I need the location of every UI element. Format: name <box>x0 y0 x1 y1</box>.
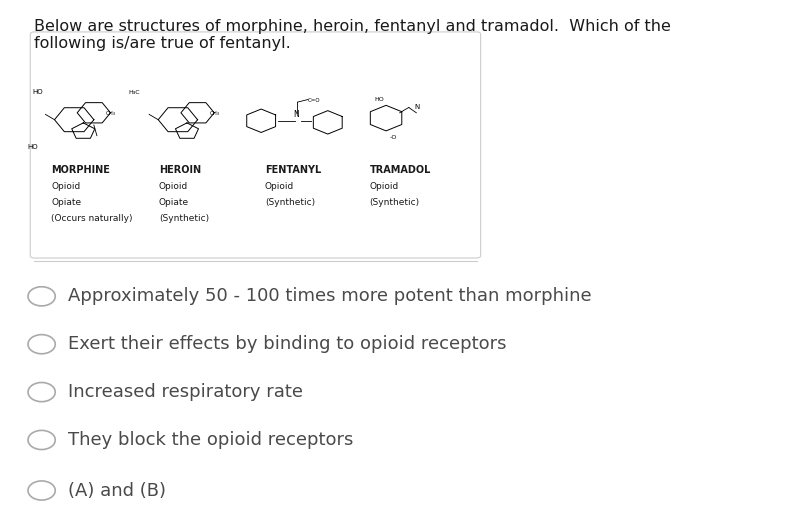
Text: FENTANYL: FENTANYL <box>265 165 321 175</box>
Text: Exert their effects by binding to opioid receptors: Exert their effects by binding to opioid… <box>68 335 506 353</box>
Text: following is/are true of fentanyl.: following is/are true of fentanyl. <box>34 36 291 51</box>
Text: (Synthetic): (Synthetic) <box>369 198 420 207</box>
Text: H₃C: H₃C <box>129 90 140 95</box>
Text: (A) and (B): (A) and (B) <box>68 481 166 500</box>
Text: -O: -O <box>390 135 397 140</box>
Text: Opioid: Opioid <box>265 182 294 191</box>
Text: HO: HO <box>33 89 43 95</box>
Circle shape <box>28 383 55 402</box>
Circle shape <box>28 430 55 450</box>
Text: Opiate: Opiate <box>159 198 189 207</box>
Text: Approximately 50 - 100 times more potent than morphine: Approximately 50 - 100 times more potent… <box>68 287 592 305</box>
Circle shape <box>28 481 55 500</box>
Text: Opioid: Opioid <box>159 182 188 191</box>
Text: MORPHINE: MORPHINE <box>51 165 111 175</box>
Text: TRAMADOL: TRAMADOL <box>369 165 431 175</box>
Text: HO: HO <box>27 144 38 150</box>
Circle shape <box>28 287 55 306</box>
Text: (Synthetic): (Synthetic) <box>265 198 315 207</box>
Text: CH₃: CH₃ <box>106 111 116 117</box>
Text: They block the opioid receptors: They block the opioid receptors <box>68 431 353 449</box>
Text: Opiate: Opiate <box>51 198 82 207</box>
Text: Opioid: Opioid <box>51 182 81 191</box>
Text: HO: HO <box>375 97 384 102</box>
Text: N: N <box>415 104 420 110</box>
FancyBboxPatch shape <box>30 32 481 258</box>
Circle shape <box>28 335 55 354</box>
Text: N: N <box>294 110 300 119</box>
Text: Below are structures of morphine, heroin, fentanyl and tramadol.  Which of the: Below are structures of morphine, heroin… <box>34 19 671 34</box>
Text: (Occurs naturally): (Occurs naturally) <box>51 214 133 223</box>
Text: HEROIN: HEROIN <box>159 165 201 175</box>
Text: C=O: C=O <box>308 98 320 103</box>
Text: (Synthetic): (Synthetic) <box>159 214 209 223</box>
Text: Increased respiratory rate: Increased respiratory rate <box>68 383 303 401</box>
Text: CH₃: CH₃ <box>210 111 219 117</box>
Text: Opioid: Opioid <box>369 182 399 191</box>
